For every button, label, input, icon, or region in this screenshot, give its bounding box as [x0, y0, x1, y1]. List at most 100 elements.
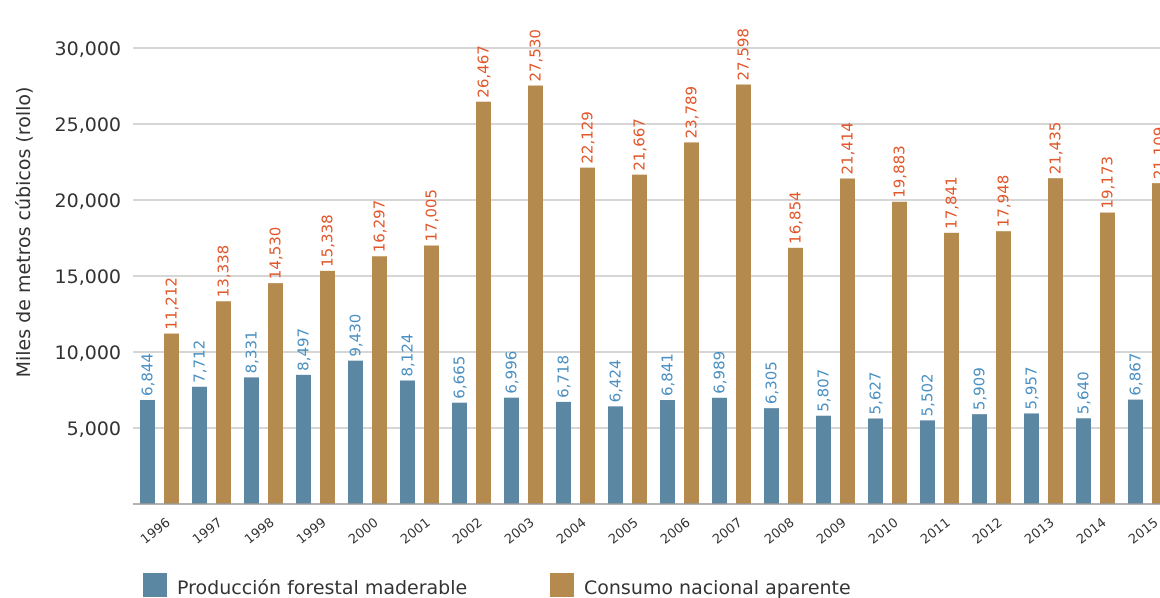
label-consumo: 19,883: [891, 145, 909, 198]
bar-produccion: [868, 418, 883, 504]
label-consumo: 17,841: [943, 176, 961, 229]
bar-consumo: [1100, 212, 1115, 504]
label-consumo: 23,789: [683, 86, 701, 139]
bar-produccion: [296, 374, 311, 504]
bar-consumo: [1152, 183, 1160, 505]
bar-produccion: [1076, 418, 1091, 504]
label-consumo: 16,297: [371, 200, 389, 253]
x-tick-label: 2000: [346, 515, 381, 547]
y-tick-label: 5,000: [67, 418, 121, 440]
bar-produccion: [764, 408, 779, 504]
bar-consumo: [840, 178, 855, 504]
label-consumo: 27,530: [527, 29, 545, 82]
label-produccion: 5,502: [919, 373, 937, 416]
label-consumo: 21,667: [631, 118, 649, 171]
bar-consumo: [320, 270, 335, 504]
y-tick-label: 25,000: [55, 114, 121, 136]
x-tick-label: 2008: [762, 515, 797, 547]
legend-swatch-consumo: [550, 573, 574, 597]
bar-consumo: [476, 101, 491, 504]
bar-produccion: [192, 386, 207, 504]
x-tick-label: 2005: [606, 515, 641, 547]
bar-produccion: [348, 360, 363, 504]
y-tick-label: 15,000: [55, 266, 121, 288]
x-tick-label: 2006: [658, 515, 693, 547]
label-consumo: 22,129: [579, 111, 597, 164]
x-tick-label: 2004: [554, 515, 589, 547]
label-produccion: 8,497: [295, 328, 313, 371]
x-tick-label: 2012: [970, 515, 1005, 547]
bar-produccion: [556, 401, 571, 504]
label-produccion: 5,909: [971, 367, 989, 410]
bar-produccion: [140, 399, 155, 504]
label-produccion: 8,124: [399, 334, 417, 377]
label-consumo: 11,212: [163, 277, 181, 330]
bar-produccion: [452, 402, 467, 504]
label-consumo: 15,338: [319, 214, 337, 267]
x-tick-label: 2010: [866, 515, 901, 547]
bar-produccion: [244, 377, 259, 504]
bar-consumo: [424, 245, 439, 505]
label-produccion: 6,996: [503, 351, 521, 394]
x-tick-label: 2009: [814, 515, 849, 547]
label-consumo: 17,948: [995, 175, 1013, 228]
legend-label-produccion: Producción forestal maderable: [177, 577, 467, 598]
x-tick-label: 2014: [1074, 515, 1109, 547]
label-consumo: 21,435: [1047, 122, 1065, 175]
bar-consumo: [268, 283, 283, 504]
bar-produccion: [400, 380, 415, 504]
bar-consumo: [684, 142, 699, 504]
bar-consumo: [164, 333, 179, 504]
bar-consumo: [1048, 178, 1063, 505]
label-consumo: 26,467: [475, 45, 493, 98]
label-produccion: 6,844: [139, 353, 157, 396]
bar-produccion: [504, 397, 519, 504]
bar-produccion: [816, 415, 831, 504]
bar-consumo: [944, 232, 959, 504]
bar-consumo: [892, 201, 907, 505]
label-produccion: 8,331: [243, 330, 261, 373]
label-produccion: 5,640: [1075, 371, 1093, 414]
bar-consumo: [216, 301, 231, 504]
y-tick-label: 20,000: [55, 190, 121, 212]
legend: Producción forestal maderable Consumo na…: [143, 573, 851, 598]
x-tick-label: 1996: [138, 515, 173, 547]
legend-swatch-produccion: [143, 573, 167, 597]
label-produccion: 6,841: [659, 353, 677, 396]
label-produccion: 5,957: [1023, 367, 1041, 410]
label-consumo: 17,005: [423, 189, 441, 242]
label-consumo: 19,173: [1099, 156, 1117, 209]
x-tick-label: 2003: [502, 515, 537, 547]
bar-consumo: [788, 247, 803, 504]
label-produccion: 6,305: [763, 361, 781, 404]
label-produccion: 6,665: [451, 356, 469, 399]
bars: 6,844 11,212 7,712 13,338 8,331 14,530 8,497 15…: [139, 28, 1160, 505]
label-produccion: 6,867: [1127, 353, 1145, 396]
label-consumo: 13,338: [215, 245, 233, 298]
x-tick-label: 2002: [450, 515, 485, 547]
label-produccion: 9,430: [347, 314, 365, 357]
x-tick-label: 2001: [398, 515, 433, 547]
bar-consumo: [580, 167, 595, 504]
x-tick-label: 2015: [1126, 515, 1160, 547]
bar-produccion: [1024, 413, 1039, 504]
bar-consumo: [736, 84, 751, 504]
y-tick-label: 10,000: [55, 342, 121, 364]
label-produccion: 6,424: [607, 359, 625, 402]
x-tick-label: 2007: [710, 515, 745, 547]
label-produccion: 6,989: [711, 351, 729, 394]
label-consumo: 16,854: [787, 191, 805, 244]
x-tick-label: 2011: [918, 515, 953, 547]
label-produccion: 7,712: [191, 340, 209, 383]
bar-produccion: [1128, 399, 1143, 504]
x-tick-label: 1997: [190, 515, 225, 547]
bar-produccion: [712, 397, 727, 504]
bar-produccion: [972, 414, 987, 504]
y-axis-title: Miles de metros cúbicos (rollo): [13, 87, 35, 378]
bar-consumo: [372, 256, 387, 504]
label-consumo: 14,530: [267, 227, 285, 280]
label-produccion: 5,627: [867, 372, 885, 415]
label-consumo: 21,109: [1151, 127, 1160, 180]
bar-consumo: [632, 174, 647, 504]
